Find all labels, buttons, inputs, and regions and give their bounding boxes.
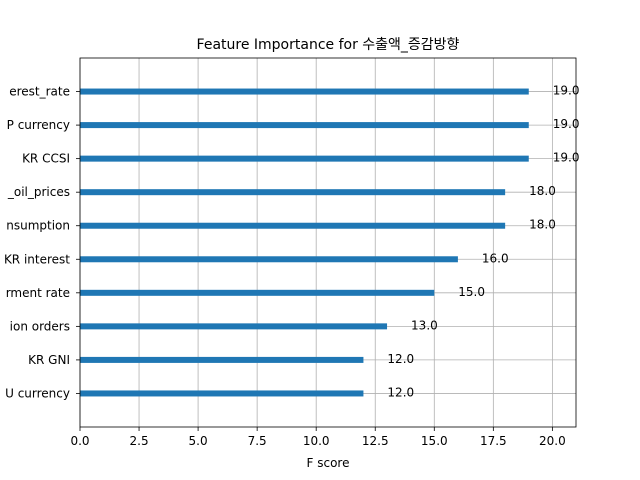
y-tick-label: nsumption [6,219,70,233]
bar [80,222,506,229]
data-label: 16.0 [482,251,509,265]
bar [80,155,529,162]
y-tick-label: P currency [7,118,70,132]
y-tick-label: ion orders [10,319,70,333]
data-label: 15.0 [458,285,485,299]
x-axis-label: F score [307,456,350,470]
data-label: 18.0 [529,184,556,198]
x-tick-label: 7.5 [248,434,267,448]
y-tick-label: U currency [5,386,70,400]
x-tick-label: 5.0 [189,434,208,448]
bar [80,356,364,363]
bar [80,122,529,129]
x-tick-label: 2.5 [130,434,149,448]
bars: 12.0 12.0 13.0 15.0 16.0 18.0 18.0 19.0 19.0 19.0 [80,84,580,399]
data-label: 18.0 [529,218,556,232]
bar [80,289,435,296]
bar [80,323,388,330]
x-tick-label: 15.0 [421,434,448,448]
x-tick-label: 10.0 [303,434,330,448]
data-label: 19.0 [553,151,580,165]
data-label: 12.0 [387,385,414,399]
axis-ticks: 0.0 2.5 5.0 7.5 10.0 12.5 15.0 17.5 20.0 U curren… [4,85,566,448]
y-tick-label: _oil_prices [7,185,70,199]
bar [80,256,458,263]
bar [80,88,529,95]
y-tick-label: KR CCSI [22,152,70,166]
y-tick-label: rment rate [6,286,70,300]
chart-title: Feature Importance for 수출액_증감방향 [197,37,460,53]
plot-frame [79,57,577,428]
x-tick-label: 12.5 [362,434,389,448]
bar [80,390,364,397]
grid-lines [79,58,576,427]
y-tick-label: KR GNI [28,353,70,367]
data-label: 19.0 [553,117,580,131]
x-tick-label: 17.5 [480,434,507,448]
data-label: 19.0 [553,84,580,98]
y-tick-label: KR interest [4,252,70,266]
x-tick-label: 20.0 [539,434,566,448]
data-label: 13.0 [411,318,438,332]
bar [80,189,506,196]
data-label: 12.0 [387,352,414,366]
y-tick-label: erest_rate [9,85,70,99]
x-tick-label: 0.0 [70,434,89,448]
